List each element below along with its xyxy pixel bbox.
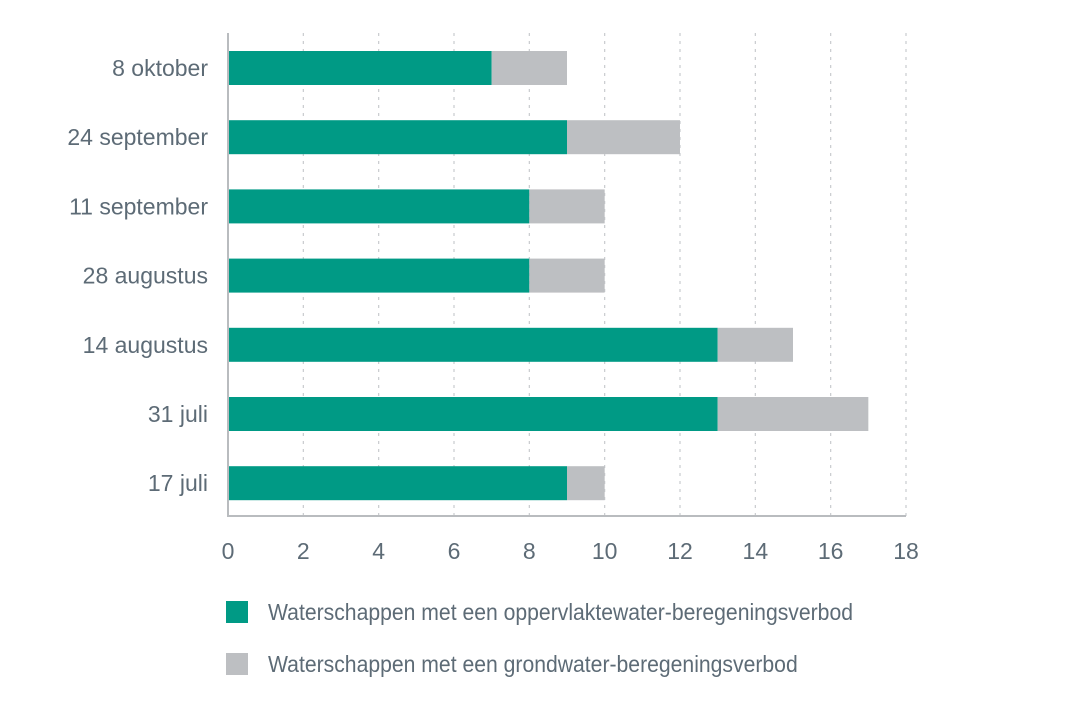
legend-item-groundwater: Waterschappen met een grondwater-beregen… (226, 650, 904, 678)
category-labels: 8 oktober 24 september 11 september 28 augu… (67, 55, 208, 496)
bar-segment-groundwater (491, 51, 567, 85)
legend-swatch-surface-water (226, 601, 248, 623)
x-tick-label: 2 (297, 538, 310, 564)
x-tick-label: 18 (893, 538, 919, 564)
x-tick-label: 0 (222, 538, 235, 564)
legend-label-surface-water: Waterschappen met een oppervlaktewater-b… (268, 598, 853, 625)
category-label: 28 augustus (83, 263, 208, 289)
bar-segment-groundwater (717, 327, 793, 362)
category-label: 8 oktober (112, 55, 208, 81)
x-tick-label: 10 (592, 538, 618, 564)
x-tick-labels: 0 2 4 6 8 10 12 14 16 18 (222, 538, 919, 564)
category-label: 24 september (67, 124, 208, 150)
legend-item-surface-water: Waterschappen met een oppervlaktewater-b… (226, 598, 904, 626)
bar-segment-groundwater (717, 397, 869, 431)
bar-segment-surface-water (228, 120, 567, 155)
category-label: 11 september (69, 193, 208, 219)
x-tick-label: 16 (818, 538, 844, 564)
x-tick-label: 14 (743, 538, 769, 564)
bar-segment-groundwater (529, 189, 605, 224)
bar-segment-surface-water (228, 466, 567, 501)
category-label: 17 juli (148, 470, 208, 496)
x-tick-label: 6 (448, 538, 461, 564)
bar-segment-groundwater (567, 466, 605, 501)
legend-swatch-groundwater (226, 653, 248, 675)
bar-segment-groundwater (567, 120, 680, 155)
bar-segment-surface-water (228, 397, 718, 431)
legend-label-groundwater: Waterschappen met een grondwater-beregen… (268, 650, 798, 677)
grid-lines (302, 33, 907, 516)
bar-segment-surface-water (228, 189, 530, 224)
bar-segment-surface-water (228, 51, 492, 85)
category-label: 31 juli (148, 401, 208, 427)
bars (228, 51, 869, 501)
category-label: 14 augustus (83, 332, 208, 358)
x-tick-label: 8 (523, 538, 536, 564)
bar-segment-surface-water (228, 327, 718, 362)
x-tick-label: 12 (667, 538, 693, 564)
bar-segment-groundwater (529, 258, 605, 293)
x-tick-label: 4 (372, 538, 385, 564)
bar-segment-surface-water (228, 258, 530, 293)
legend: Waterschappen met een oppervlaktewater-b… (226, 598, 904, 702)
